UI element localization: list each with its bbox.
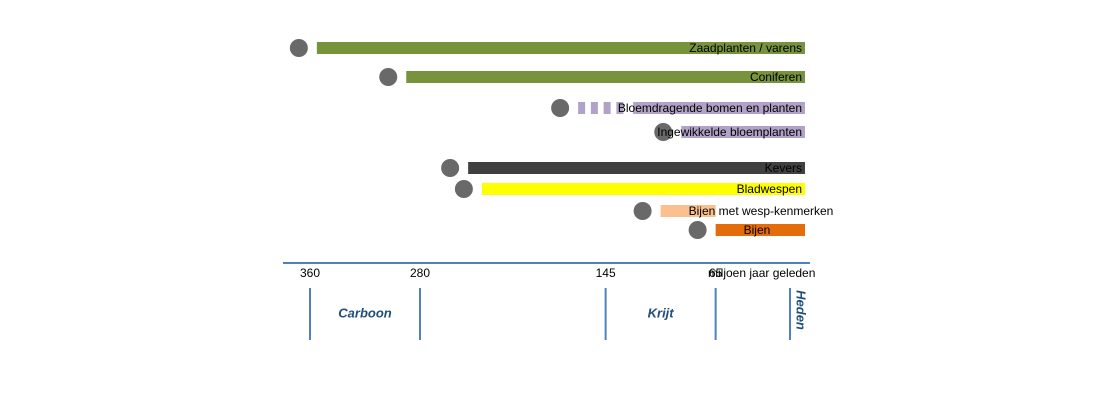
- range-bar: [406, 71, 805, 83]
- range-bar: [715, 224, 805, 236]
- series-label: Ingewikkelde bloemplanten: [657, 125, 802, 139]
- series-label: Bijen: [744, 223, 771, 237]
- series-label: Bloemdragende bomen en planten: [618, 101, 802, 115]
- uncertain-dash: [590, 102, 598, 114]
- uncertain-dash: [603, 102, 611, 114]
- series-label: Kevers: [765, 161, 802, 175]
- now-label: Heden: [794, 290, 809, 330]
- icon: [633, 202, 652, 220]
- x-tick-label: 65: [709, 266, 723, 280]
- icon: [379, 68, 398, 86]
- x-tick-label: 280: [410, 266, 430, 280]
- range-bar: [468, 162, 805, 174]
- icon: [654, 123, 673, 141]
- x-tick-label: 360: [300, 266, 320, 280]
- series-label: Coniferen: [750, 70, 802, 84]
- range-bar: [316, 42, 805, 54]
- x-axis-label: miljoen jaar geleden: [708, 266, 815, 280]
- range-bar: [681, 126, 805, 138]
- series-label: Bijen met wesp-kenmerken: [689, 204, 834, 218]
- period-label: Carboon: [338, 305, 392, 320]
- icon: [551, 99, 570, 117]
- uncertain-dash: [578, 102, 586, 114]
- icon: [688, 221, 707, 239]
- period-label: Krijt: [648, 305, 675, 320]
- series-label: Zaadplanten / varens: [689, 41, 802, 55]
- x-tick-label: 145: [596, 266, 616, 280]
- icon: [289, 39, 308, 57]
- range-bar: [660, 205, 716, 217]
- series-label: Bladwespen: [737, 182, 802, 196]
- icon: [441, 159, 460, 177]
- range-bar: [481, 183, 805, 195]
- icon: [454, 180, 473, 198]
- uncertain-dash: [616, 102, 624, 114]
- range-bar: [633, 102, 805, 114]
